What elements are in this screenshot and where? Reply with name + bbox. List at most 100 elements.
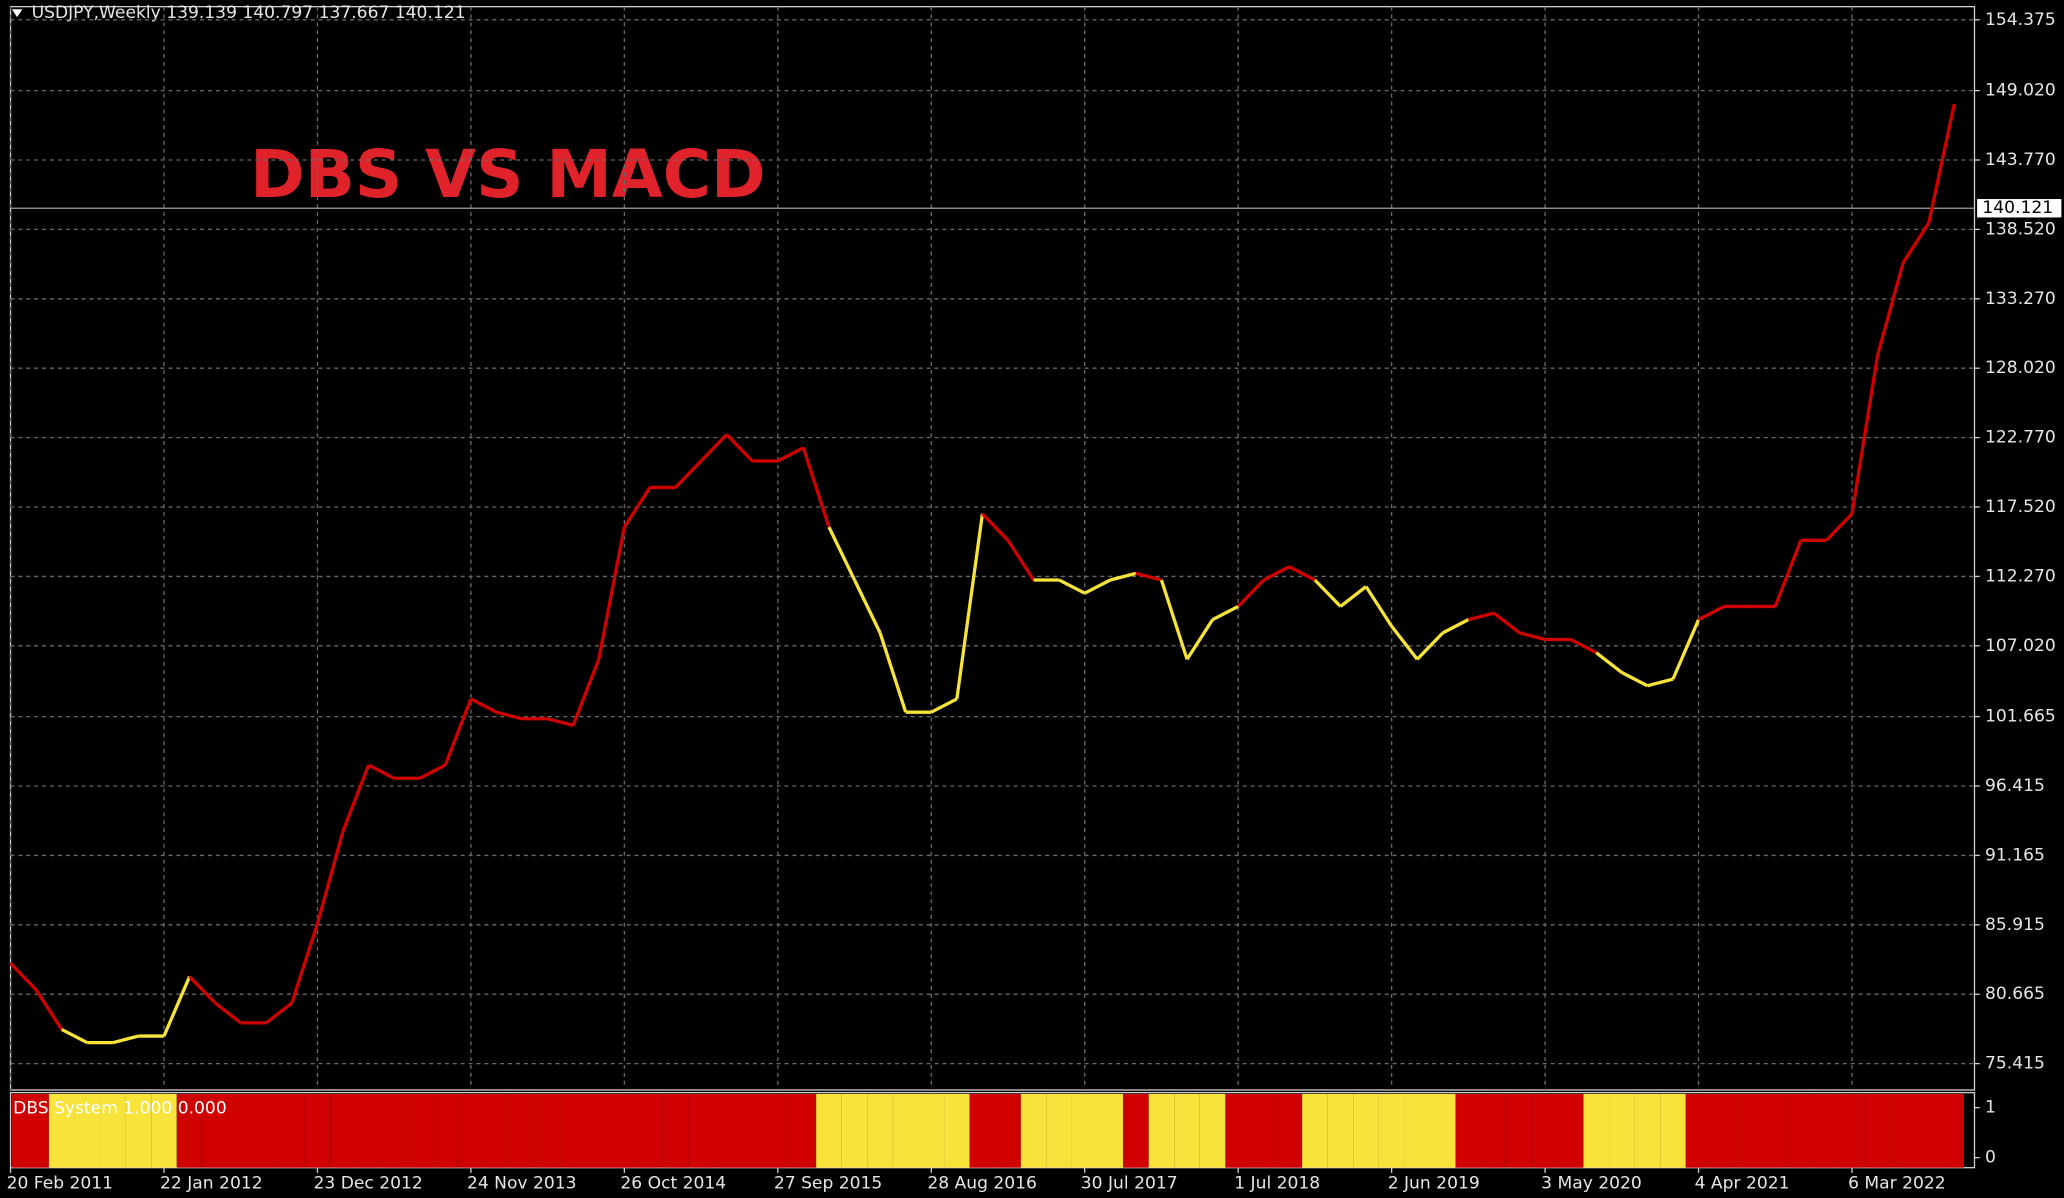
y-tick-label: 75.415 — [1985, 1054, 2045, 1074]
y-tick-label: 80.665 — [1985, 984, 2045, 1004]
indicator-bar — [1634, 1093, 1661, 1168]
indicator-bar — [406, 1093, 433, 1168]
indicator-bar — [1327, 1093, 1354, 1168]
price-segment — [418, 763, 447, 780]
price-segment — [1492, 611, 1521, 635]
x-tick-label: 22 Jan 2012 — [160, 1173, 263, 1193]
indicator-bar — [1455, 1093, 1482, 1168]
indicator-bar — [1788, 1093, 1814, 1168]
x-tick-label: 27 Sep 2015 — [774, 1173, 882, 1193]
price-segment — [1263, 565, 1291, 582]
price-segment — [1416, 631, 1444, 661]
indicator-bar — [944, 1093, 970, 1168]
indicator-bar — [662, 1093, 689, 1168]
indicator-bar — [1276, 1093, 1303, 1168]
indicator-bar — [1302, 1093, 1328, 1168]
price-segment — [1825, 512, 1854, 542]
price-segment — [290, 923, 320, 1004]
price-segment — [801, 447, 831, 528]
price-segment — [315, 830, 345, 925]
indicator-bar — [483, 1093, 510, 1168]
indicator-bar — [1250, 1093, 1277, 1168]
price-segment — [1927, 103, 1956, 224]
price-segment — [725, 433, 754, 463]
price-segment — [496, 710, 523, 721]
indicator-bar — [1685, 1093, 1712, 1168]
indicator-bar — [739, 1093, 766, 1168]
indicator-bar — [381, 1093, 407, 1168]
chart-title: USDJPY,Weekly 139.139 140.797 137.667 14… — [32, 3, 466, 23]
x-tick-label: 24 Nov 2013 — [467, 1173, 577, 1193]
price-segment — [597, 526, 626, 660]
indicator-bar — [918, 1093, 945, 1168]
y-tick-label: 96.415 — [1985, 776, 2045, 796]
indicator-bar — [1839, 1093, 1865, 1168]
indicator-bar — [1123, 1093, 1149, 1168]
indicator-bar — [892, 1093, 919, 1168]
price-segment — [265, 1001, 293, 1025]
indicator-bar — [330, 1093, 356, 1168]
y-tick-label: 133.270 — [1985, 289, 2056, 309]
indicator-bar — [611, 1093, 638, 1168]
indicator-bar — [560, 1093, 586, 1168]
x-tick-label: 2 Jun 2019 — [1388, 1173, 1480, 1193]
price-segment — [1442, 618, 1470, 635]
current-price-box — [1977, 199, 2062, 218]
price-segment — [547, 717, 574, 727]
price-segment — [777, 446, 805, 463]
price-segment — [878, 632, 908, 713]
indicator-bar — [1506, 1093, 1533, 1168]
x-tick-label: 4 Apr 2021 — [1695, 1173, 1790, 1193]
indicator-bar — [585, 1093, 612, 1168]
price-segment — [188, 975, 217, 1005]
indicator-bar — [1148, 1093, 1175, 1168]
price-segment — [622, 486, 652, 528]
price-segment — [60, 1027, 89, 1045]
y-tick-label: 91.165 — [1985, 845, 2045, 865]
indicator-bar — [1736, 1093, 1763, 1168]
price-segment — [930, 697, 958, 714]
indicator-bar — [1915, 1093, 1942, 1168]
price-segment — [1339, 585, 1368, 608]
indicator-bar — [458, 1093, 484, 1168]
indicator-bar — [151, 1093, 177, 1168]
price-segment — [1671, 618, 1701, 680]
indicator-bar — [688, 1093, 714, 1168]
indicator-bar — [1762, 1093, 1789, 1168]
menu-triangle[interactable] — [11, 9, 23, 18]
indicator-bar — [202, 1093, 228, 1168]
indicator-label: DBS System 1.000 0.000 — [13, 1098, 227, 1118]
indicator-bar — [1097, 1093, 1124, 1168]
x-tick-label: 23 Dec 2012 — [313, 1173, 422, 1193]
y-tick-label: 117.520 — [1985, 497, 2056, 517]
indicator-bar — [304, 1093, 331, 1168]
price-segment — [9, 962, 38, 991]
x-tick-label: 20 Feb 2011 — [7, 1173, 113, 1193]
y-tick-label: 112.270 — [1985, 566, 2056, 586]
indicator-bar — [355, 1093, 382, 1168]
indicator-bar — [1532, 1093, 1558, 1168]
indicator-bar — [790, 1093, 817, 1168]
price-segment — [214, 1001, 242, 1025]
indicator-bar — [1941, 1093, 1964, 1168]
x-tick-label: 28 Aug 2016 — [927, 1173, 1037, 1193]
price-segment — [1185, 618, 1214, 661]
indicator-bar — [816, 1093, 842, 1168]
indicator-bar — [765, 1093, 791, 1168]
price-segment — [1595, 651, 1623, 674]
indicator-bar — [1020, 1093, 1047, 1168]
x-tick-label: 3 May 2020 — [1541, 1173, 1642, 1193]
price-segment — [1288, 565, 1316, 582]
price-segment — [112, 1034, 139, 1045]
indicator-bar — [1174, 1093, 1200, 1168]
price-segment — [1135, 571, 1162, 582]
indicator-bar — [1711, 1093, 1737, 1168]
indicator-bar — [637, 1093, 663, 1168]
indicator-bar — [48, 1093, 75, 1168]
indicator-bar — [176, 1093, 203, 1168]
y-tick-label: 122.770 — [1985, 428, 2056, 448]
price-segment — [981, 512, 1010, 542]
y-tick-label: 149.020 — [1985, 81, 2056, 101]
current-price-label: 140.121 — [1982, 198, 2053, 218]
